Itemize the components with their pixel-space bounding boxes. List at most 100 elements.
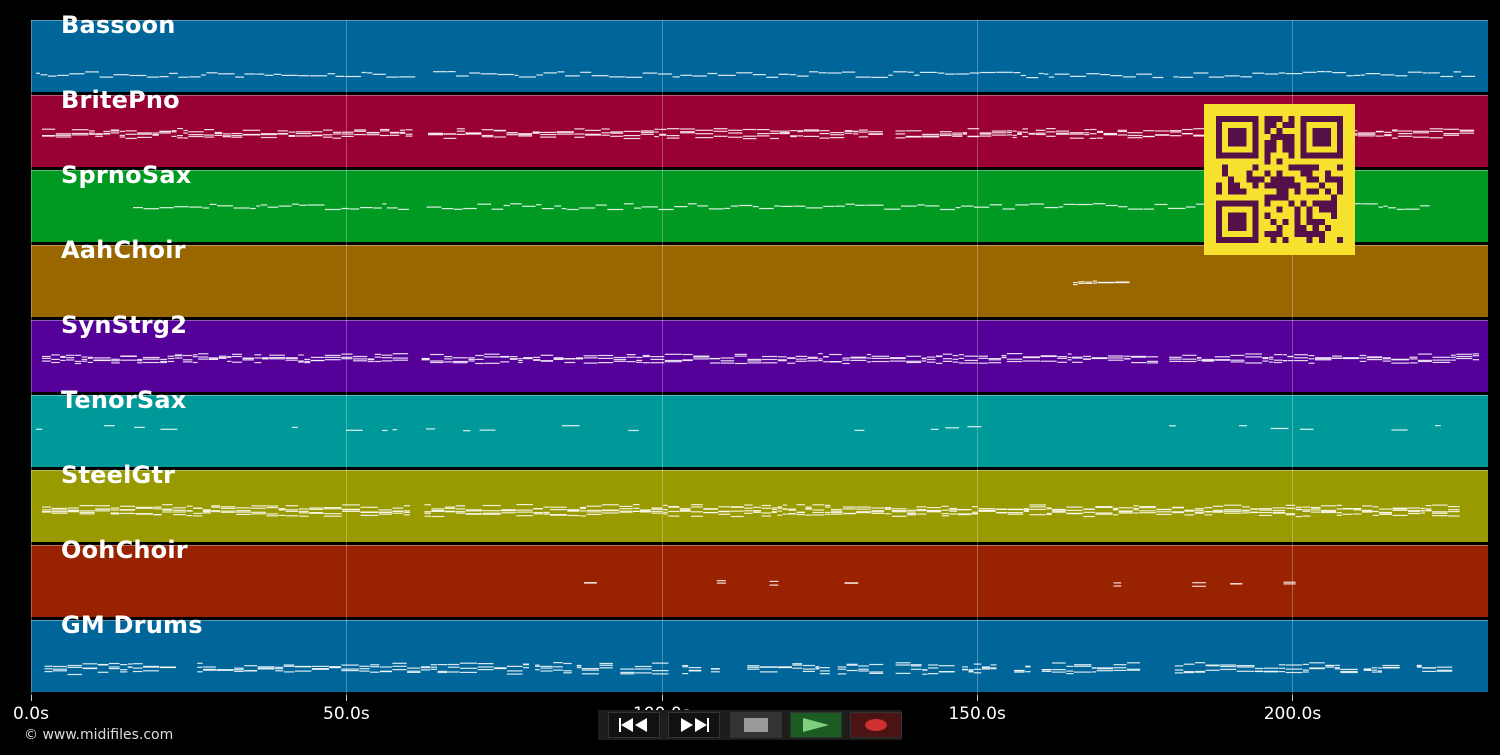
note [1422,72,1428,74]
axis-tick-label: 200.0s [1263,704,1322,724]
note [323,129,333,131]
note [67,511,79,513]
record-button[interactable] [850,712,902,738]
note [390,134,400,136]
note [1236,670,1255,672]
note [251,507,266,509]
note [341,133,354,135]
note [236,510,251,512]
note [441,208,454,210]
note [186,505,193,507]
note [52,670,67,672]
note [349,208,360,210]
note [142,356,160,359]
note [1006,134,1012,136]
note [1066,673,1074,675]
note [1046,507,1052,509]
note [509,358,518,360]
note [805,207,823,209]
note [1425,510,1432,512]
note [1371,669,1378,671]
note [703,511,718,514]
note [962,132,967,134]
note [1242,512,1250,514]
note [1357,133,1376,135]
note [535,664,540,666]
track-label: OohChoir [61,536,188,564]
note [1172,506,1184,508]
note [1255,667,1264,670]
note [855,76,871,78]
note [939,131,952,133]
note [298,360,304,362]
note [42,511,51,513]
note [277,133,288,135]
note [1118,510,1133,512]
note [291,426,298,428]
note [1208,76,1225,78]
note [1044,207,1059,209]
note [1392,509,1408,511]
note [211,506,220,508]
play-button[interactable] [790,712,842,738]
note [1066,665,1074,667]
note [586,511,602,513]
note [1172,511,1184,513]
note [1450,359,1456,361]
track-label: SynStrg2 [61,311,188,339]
note [354,134,367,136]
track-gm-drums[interactable]: GM Drums [31,611,1488,692]
note [1117,129,1127,131]
note [777,356,787,358]
track-label: BritePno [61,86,180,114]
note [747,358,762,360]
track-synstrg2[interactable]: SynStrg2 [31,311,1488,392]
note [1250,511,1259,513]
track-oohchoir[interactable]: OohChoir [31,536,1488,617]
note [1224,504,1242,506]
note [962,666,968,668]
note [585,129,601,131]
note [465,133,482,135]
note [477,663,494,665]
track-tenorsax[interactable]: TenorSax [31,386,1488,467]
note [1006,130,1012,132]
note [1066,506,1083,508]
note [381,357,393,359]
track-steelgtr[interactable]: SteelGtr [31,461,1488,542]
note [310,75,328,77]
fast-forward-button[interactable] [668,712,720,738]
note [1382,358,1391,360]
note [379,134,390,137]
note [778,73,790,75]
fast-forward-icon [681,718,709,732]
note [1057,357,1068,359]
note [979,132,992,134]
stop-button[interactable] [730,712,782,738]
note [854,429,865,431]
note [1456,357,1473,360]
track-aahchoir[interactable]: AahChoir [31,236,1488,317]
note [1285,513,1296,515]
note [403,511,410,513]
note [137,358,143,361]
note [752,74,766,76]
note [654,128,659,130]
note [173,507,186,509]
note [1230,359,1245,361]
note [1359,354,1367,357]
note [67,666,82,668]
note [850,357,867,359]
note [601,132,610,134]
note [193,512,203,514]
note [285,509,299,511]
note [177,137,183,139]
note [310,356,325,358]
note [87,356,93,358]
note [1342,513,1353,515]
note [269,357,285,359]
rewind-button[interactable] [608,712,660,738]
track-bassoon[interactable]: Bassoon [31,11,1488,92]
note [353,358,368,360]
note [1258,514,1273,516]
